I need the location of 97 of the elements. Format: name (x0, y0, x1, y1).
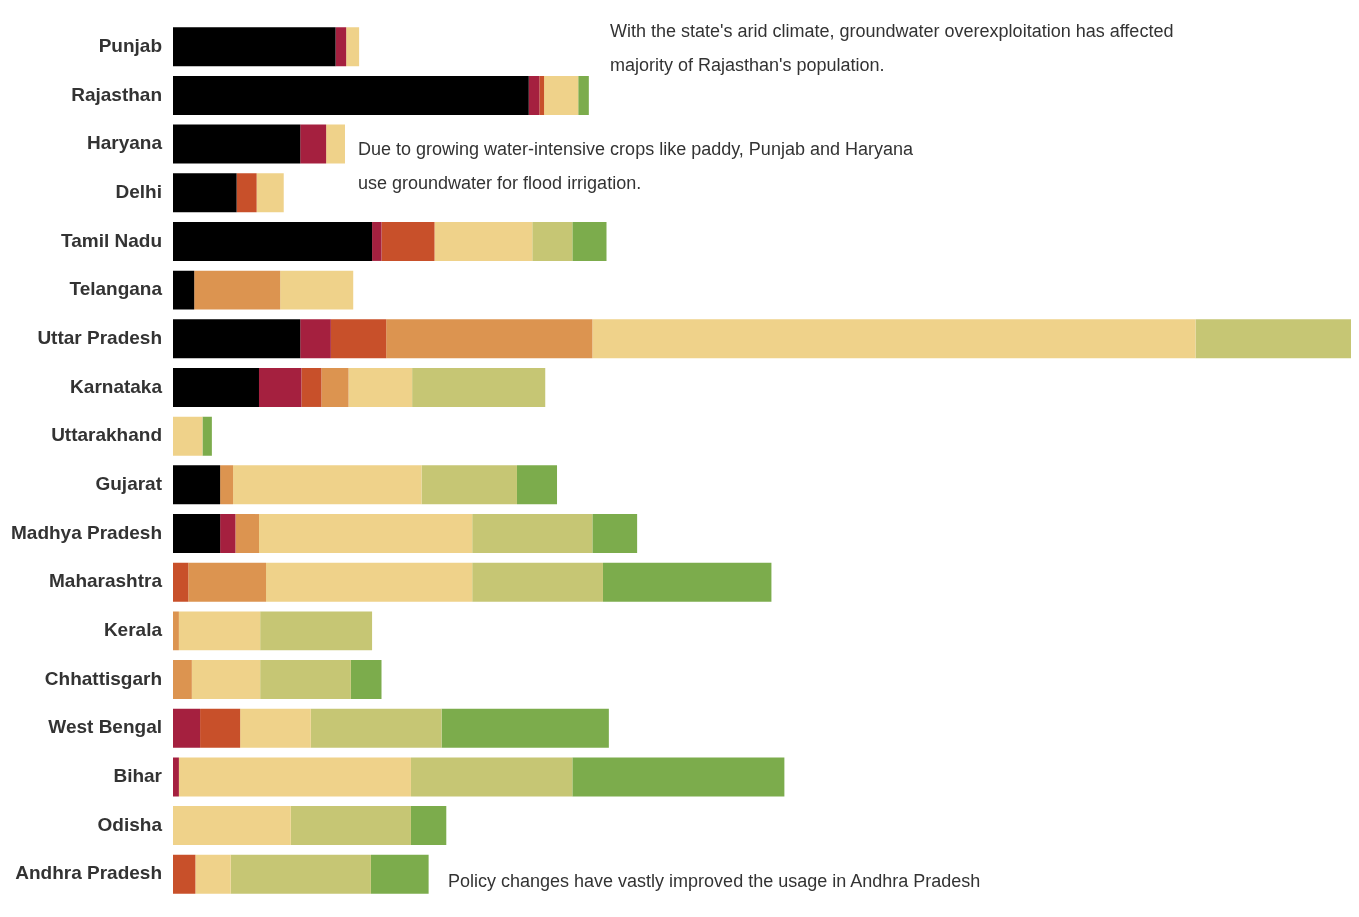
y-tick-label: Kerala (103, 619, 163, 641)
bar (173, 368, 259, 407)
bar (258, 514, 473, 553)
y-tick-label: Telangana (69, 278, 163, 300)
bar (173, 416, 203, 456)
bar (528, 75, 540, 115)
bar (173, 270, 195, 310)
bar (178, 611, 261, 651)
bar (410, 757, 573, 797)
bar (173, 660, 192, 700)
y-tick-label: Karnataka (70, 375, 163, 397)
y-tick-label: Andhra Pradesh (15, 862, 162, 884)
bar (173, 854, 196, 894)
bar (173, 562, 189, 602)
bar (173, 465, 221, 505)
bar (178, 757, 411, 797)
bar (532, 221, 573, 261)
bar (173, 611, 179, 651)
bar (173, 221, 373, 261)
bar (592, 514, 638, 553)
y-tick-label: Tamil Nadu (61, 229, 162, 251)
y-tick-label: Bihar (113, 765, 163, 787)
bar (230, 854, 371, 894)
bar (173, 319, 301, 359)
bar (191, 660, 261, 700)
bar (330, 319, 387, 359)
bar (260, 611, 373, 651)
bar (472, 514, 593, 553)
y-tick-label: Odisha (97, 813, 163, 835)
bar (200, 708, 241, 748)
bar (194, 270, 281, 310)
bar (301, 368, 322, 407)
bar (310, 708, 442, 748)
y-tick-label: Madhya Pradesh (11, 521, 162, 543)
bar (220, 514, 236, 553)
annotation: With the state's arid climate, groundwater overexploitation has affected majority of Rajasthan's population. (610, 20, 1175, 77)
y-tick-label: Delhi (115, 181, 162, 203)
bar (381, 221, 435, 261)
bar (350, 660, 382, 700)
bar (386, 319, 593, 359)
y-tick-label: Punjab (98, 34, 162, 56)
bar (266, 562, 473, 602)
bar (410, 806, 447, 846)
bar (441, 708, 609, 748)
annotation: Due to growing water-intensive crops like paddy, Punjab and Haryana use groundwater for flood irrigation. (358, 138, 914, 195)
bar (188, 562, 267, 602)
bar (290, 806, 411, 846)
bar (173, 708, 201, 748)
bar (173, 757, 179, 797)
bar (539, 75, 545, 115)
bar (300, 124, 327, 164)
bar (256, 173, 284, 213)
bar (195, 854, 231, 894)
bar (421, 465, 517, 505)
bar (1195, 319, 1351, 359)
bar (236, 173, 257, 213)
bar (240, 708, 311, 748)
bar (258, 368, 302, 407)
bar (544, 75, 579, 115)
bar (173, 806, 291, 846)
annotation: Policy changes have vastly improved the usage in Andhra Pradesh (448, 870, 982, 893)
bar (233, 465, 422, 505)
bar (173, 27, 336, 67)
bar (372, 221, 382, 261)
y-tick-label: Uttar Pradesh (37, 327, 162, 349)
bar (321, 368, 349, 407)
bar (235, 514, 259, 553)
bar (202, 416, 212, 456)
bar (220, 465, 234, 505)
bar (412, 368, 546, 407)
y-tick-label: Maharashtra (49, 570, 163, 592)
bar (173, 173, 237, 213)
bar (300, 319, 331, 359)
bar (173, 75, 529, 115)
bar (335, 27, 347, 67)
bar (602, 562, 772, 602)
bar (326, 124, 345, 164)
bar (280, 270, 354, 310)
bar (516, 465, 558, 505)
y-tick-label: Uttarakhand (51, 424, 162, 446)
bar (348, 368, 413, 407)
bar (370, 854, 429, 894)
bar (173, 514, 221, 553)
y-tick-label: Haryana (87, 132, 163, 154)
y-tick-label: Gujarat (95, 473, 163, 495)
bar (572, 221, 607, 261)
bar (472, 562, 603, 602)
bar (434, 221, 533, 261)
bar (173, 124, 301, 164)
bar (578, 75, 589, 115)
y-tick-label: Rajasthan (71, 83, 162, 105)
y-tick-label: West Bengal (48, 716, 162, 738)
y-tick-label: Chhattisgarh (44, 667, 162, 689)
bar (346, 27, 360, 67)
bar (572, 757, 785, 797)
bar (260, 660, 351, 700)
bar (592, 319, 1196, 359)
